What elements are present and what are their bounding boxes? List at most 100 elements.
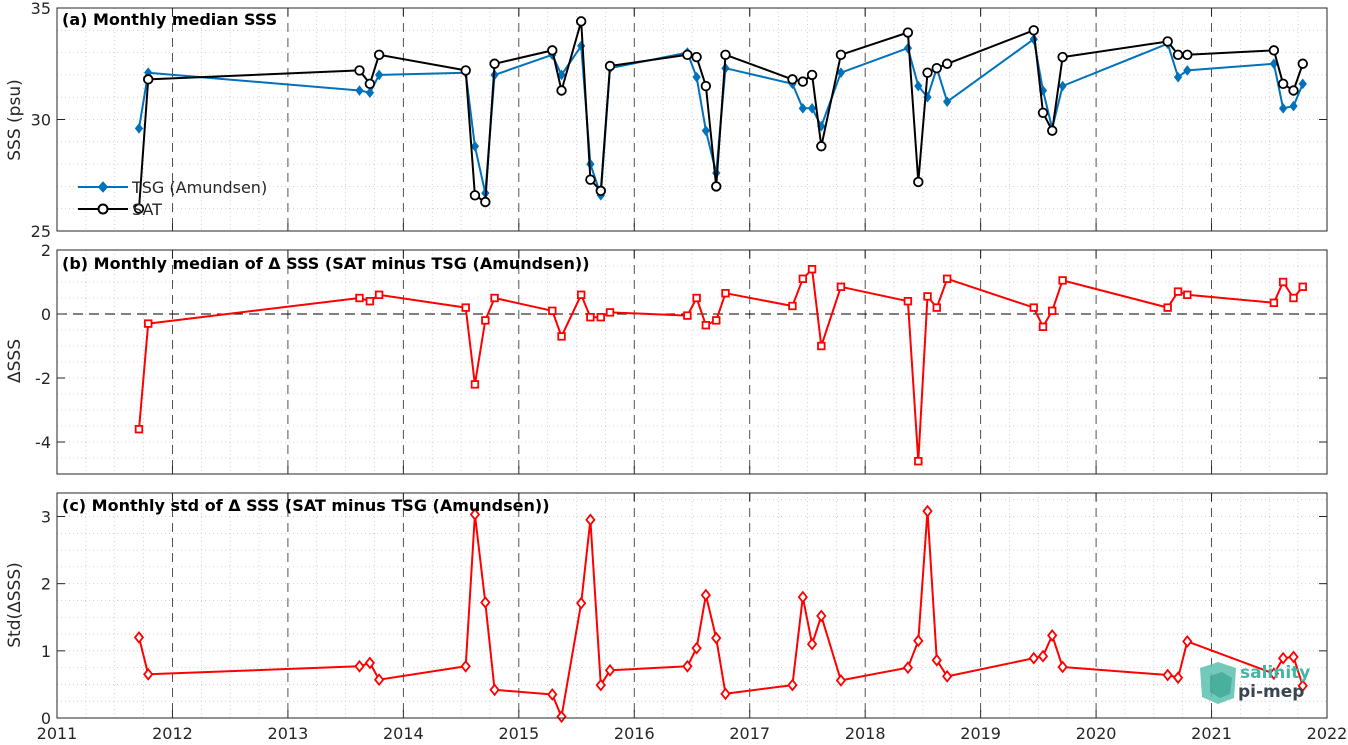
data-point-b-0-12 (586, 312, 595, 322)
data-point-c-0-9 (547, 688, 558, 701)
panel-b-title: (b) Monthly median of Δ SSS (SAT minus T… (62, 254, 590, 273)
data-point-b-0-40 (1298, 282, 1307, 291)
data-point-b-0-29 (942, 274, 952, 283)
data-point-c-0-26 (913, 634, 924, 648)
data-point-a-0-6 (470, 140, 480, 152)
data-point-a-0-22 (807, 103, 817, 114)
data-point-c-0-22 (806, 637, 818, 651)
data-point-b-0-23 (817, 341, 826, 351)
data-point-a-1-8 (489, 58, 500, 69)
data-point-a-1-33 (1057, 51, 1068, 63)
data-point-a-1-0 (133, 203, 145, 214)
logo-mark-inner-icon (1210, 672, 1232, 698)
data-point-b-0-15 (683, 311, 692, 320)
data-point-a-0-40 (1298, 78, 1307, 90)
data-point-c-0-20 (787, 678, 798, 692)
data-point-b-0-25 (903, 296, 913, 306)
data-point-b-0-24 (836, 282, 846, 291)
panel-c: 0 1 2 3 2011 2012 2013 2014 2015 2016 2017 2018 2019… (37, 492, 1348, 743)
panel-a: 25 30 35 (31, 0, 1328, 241)
ytick-label: 30 (31, 111, 51, 130)
data-point-a-1-28 (931, 63, 942, 74)
data-point-c-0-10 (556, 710, 567, 724)
data-point-c-0-12 (585, 513, 596, 527)
data-point-a-1-36 (1182, 49, 1193, 61)
panel-b-ylabel: ΔSSS (5, 339, 25, 383)
data-point-a-1-21 (797, 76, 809, 87)
data-point-b-0-27 (923, 292, 932, 301)
data-point-a-1-30 (1028, 25, 1039, 36)
panel-b: -4 -2 0 2 (35, 241, 1328, 475)
data-point-a-1-9 (547, 45, 558, 56)
data-point-a-1-20 (787, 74, 798, 85)
data-point-a-0-3 (365, 87, 375, 99)
data-point-a-0-38 (1278, 103, 1288, 114)
data-point-b-0-26 (914, 456, 923, 466)
data-point-a-1-27 (922, 67, 933, 78)
data-point-b-0-39 (1289, 293, 1298, 303)
data-point-c-0-25 (902, 661, 914, 675)
data-point-c-0-1 (143, 667, 154, 681)
data-point-b-0-6 (470, 380, 480, 389)
data-point-c-0-29 (942, 669, 953, 683)
ytick-label: 2 (41, 241, 51, 260)
data-point-b-0-34 (1163, 303, 1172, 312)
data-point-c-0-21 (797, 590, 808, 604)
data-point-a-1-22 (806, 69, 818, 81)
data-point-a-1-18 (711, 181, 722, 192)
data-point-c-0-33 (1057, 660, 1068, 674)
data-point-b-0-20 (788, 301, 797, 311)
data-point-b-0-38 (1278, 277, 1288, 287)
data-point-a-1-34 (1162, 36, 1173, 47)
data-point-a-1-12 (585, 174, 596, 185)
data-point-b-0-9 (548, 306, 557, 315)
ytick-label: -4 (35, 433, 51, 452)
ytick-label: 0 (41, 305, 51, 324)
data-point-a-1-2 (354, 65, 365, 76)
pimep-logo: salinity pi-mep (1200, 662, 1310, 704)
data-point-c-0-27 (922, 504, 933, 518)
xtick-label: 2018 (845, 724, 886, 743)
data-point-c-0-37 (1268, 667, 1280, 681)
data-point-a-1-31 (1037, 107, 1049, 119)
data-point-b-0-16 (692, 293, 701, 303)
data-point-b-0-8 (490, 293, 499, 303)
data-point-a-1-10 (556, 85, 567, 96)
data-point-c-0-38 (1277, 651, 1289, 665)
ytick-label: 0 (41, 709, 51, 728)
data-point-c-0-15 (682, 659, 693, 673)
data-point-a-1-40 (1297, 58, 1308, 69)
data-point-c-0-19 (720, 687, 731, 701)
data-point-a-1-14 (604, 60, 616, 72)
data-point-a-1-23 (816, 141, 827, 152)
data-point-c-0-23 (816, 609, 827, 623)
xtick-label: 2016 (614, 724, 655, 743)
legend-tsg-label: TSG (Amundsen) (131, 178, 267, 197)
data-point-a-0-29 (943, 96, 952, 107)
panel-c-ylabel: Std(ΔSSS) (5, 562, 25, 648)
data-point-c-0-31 (1037, 649, 1049, 663)
data-point-b-0-30 (1029, 303, 1038, 312)
data-point-b-0-28 (932, 303, 941, 312)
xtick-label: 2019 (960, 724, 1001, 743)
data-point-c-0-4 (373, 673, 385, 687)
data-point-a-0-17 (701, 125, 710, 136)
data-point-b-0-2 (355, 293, 364, 303)
xtick-label: 2014 (383, 724, 424, 743)
data-point-c-0-28 (931, 653, 942, 667)
ytick-label: 2 (41, 575, 51, 594)
xtick-label: 2022 (1307, 724, 1348, 743)
data-point-a-1-37 (1268, 45, 1280, 56)
data-point-a-1-7 (480, 196, 491, 208)
data-point-a-0-0 (134, 123, 144, 134)
data-point-c-0-7 (480, 596, 491, 609)
data-point-c-0-8 (489, 683, 500, 697)
data-point-a-1-24 (835, 49, 847, 61)
panel-c-title: (c) Monthly std of Δ SSS (SAT minus TSG … (62, 496, 550, 515)
data-point-b-0-13 (596, 312, 605, 322)
xtick-label: 2021 (1191, 724, 1232, 743)
data-point-b-0-5 (461, 303, 470, 312)
data-point-c-0-11 (576, 596, 587, 610)
data-point-b-0-3 (365, 296, 375, 306)
logo-line1: salinity (1240, 663, 1310, 683)
